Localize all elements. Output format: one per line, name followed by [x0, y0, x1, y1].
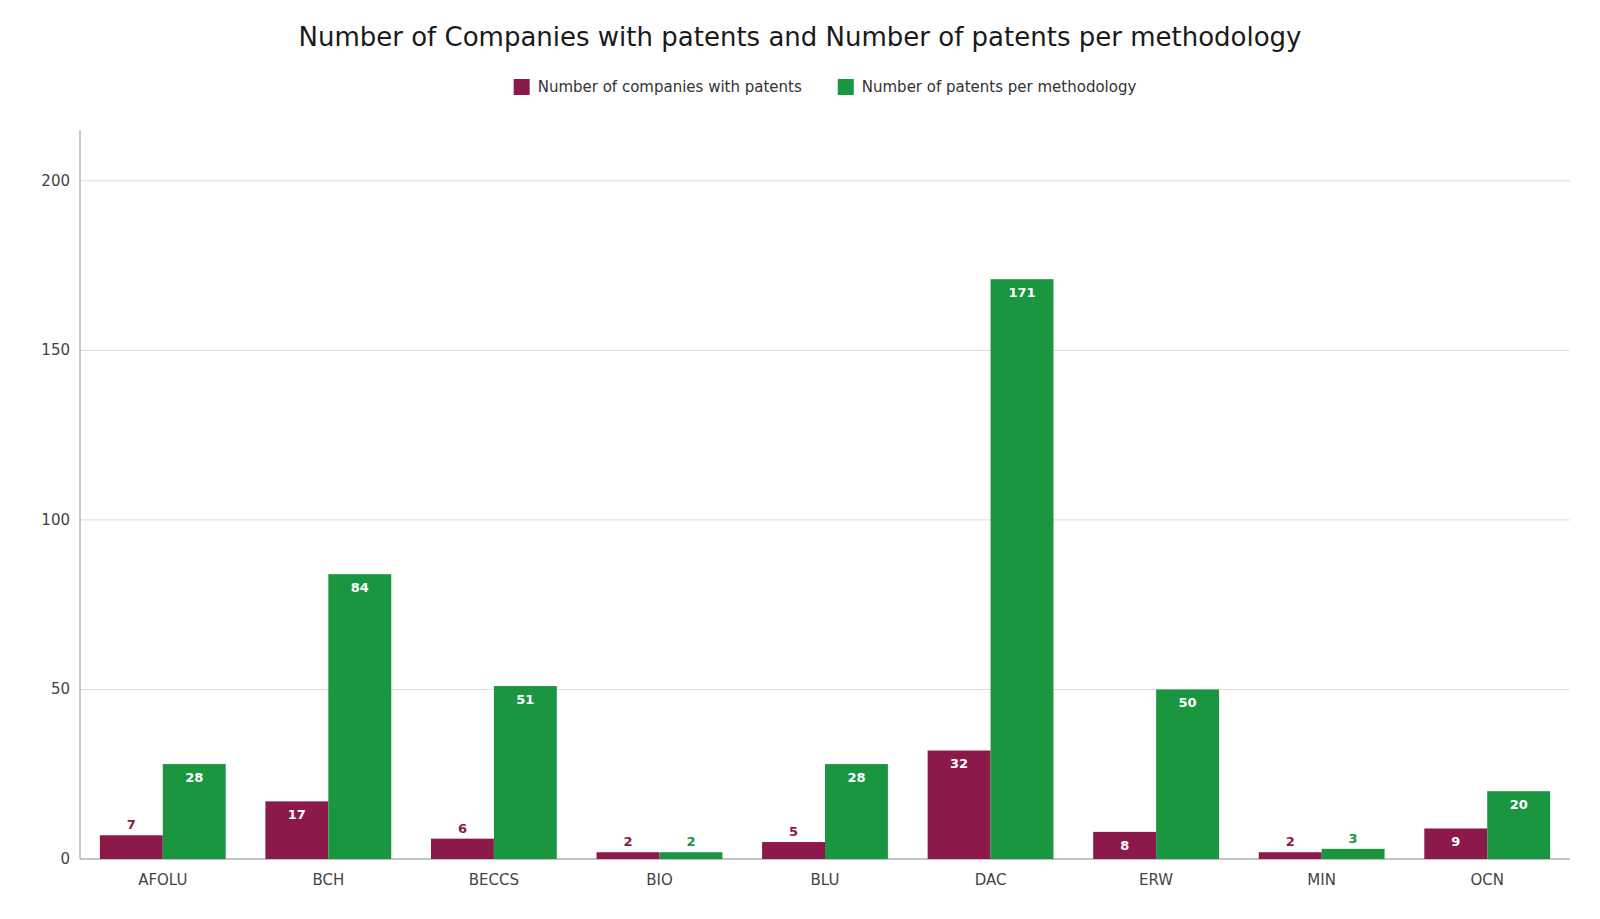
- bar: [163, 764, 226, 859]
- data-label: 28: [185, 770, 203, 785]
- y-tick-label: 150: [41, 341, 70, 359]
- data-label: 17: [288, 807, 306, 822]
- bar: [928, 750, 991, 859]
- bar: [825, 764, 888, 859]
- bar: [1156, 689, 1219, 859]
- bar: [494, 686, 557, 859]
- bar: [100, 835, 163, 859]
- chart-title: Number of Companies with patents and Num…: [298, 22, 1301, 52]
- legend-swatch: [514, 79, 530, 95]
- bars: [100, 279, 1550, 859]
- bar: [659, 852, 722, 859]
- bar: [265, 801, 328, 859]
- bar: [1424, 828, 1487, 859]
- x-tick-label: BECCS: [469, 871, 519, 889]
- x-tick-label: BLU: [811, 871, 840, 889]
- y-tick-label: 0: [60, 850, 70, 868]
- legend-swatch: [838, 79, 854, 95]
- bar: [431, 839, 494, 859]
- x-tick-label: BCH: [312, 871, 344, 889]
- bar: [328, 574, 391, 859]
- bar: [1487, 791, 1550, 859]
- data-label: 2: [1286, 834, 1295, 849]
- data-label: 2: [686, 834, 695, 849]
- data-label: 2: [623, 834, 632, 849]
- bar: [991, 279, 1054, 859]
- data-label: 84: [351, 580, 369, 595]
- x-tick-label: BIO: [646, 871, 673, 889]
- chart-container: Number of Companies with patents and Num…: [0, 0, 1600, 919]
- legend-label: Number of companies with patents: [538, 78, 802, 96]
- data-label: 5: [789, 824, 798, 839]
- x-tick-label: AFOLU: [138, 871, 187, 889]
- bar: [597, 852, 660, 859]
- y-tick-label: 200: [41, 172, 70, 190]
- x-tick-label: ERW: [1139, 871, 1173, 889]
- bar: [1093, 832, 1156, 859]
- grid-line: [80, 350, 1570, 351]
- grid-line: [80, 519, 1570, 520]
- data-label: 171: [1008, 285, 1035, 300]
- legend-label: Number of patents per methodology: [862, 78, 1137, 96]
- bar: [762, 842, 825, 859]
- y-tick-label: 50: [51, 680, 70, 698]
- chart-svg: Number of Companies with patents and Num…: [0, 0, 1600, 919]
- x-tick-label: OCN: [1470, 871, 1504, 889]
- data-label: 28: [847, 770, 865, 785]
- x-tick-label: DAC: [975, 871, 1007, 889]
- grid-line: [80, 180, 1570, 181]
- data-label: 8: [1120, 838, 1129, 853]
- bar: [1259, 852, 1322, 859]
- data-label: 7: [127, 817, 136, 832]
- y-tick-label: 100: [41, 511, 70, 529]
- data-label: 32: [950, 756, 968, 771]
- data-label: 20: [1510, 797, 1528, 812]
- grid-line: [80, 689, 1570, 690]
- y-axis-line: [80, 130, 81, 859]
- data-label: 50: [1179, 695, 1197, 710]
- data-labels: 7 17 6 2 5 32 8 2 9 28 84 51 2 28 171 50 3 20: [127, 285, 1528, 853]
- bar: [1322, 849, 1385, 859]
- data-label: 6: [458, 821, 467, 836]
- legend: Number of companies with patents Number o…: [514, 78, 1137, 96]
- data-label: 51: [516, 692, 534, 707]
- data-label: 9: [1451, 834, 1460, 849]
- data-label: 3: [1349, 831, 1358, 846]
- x-tick-label: MIN: [1307, 871, 1336, 889]
